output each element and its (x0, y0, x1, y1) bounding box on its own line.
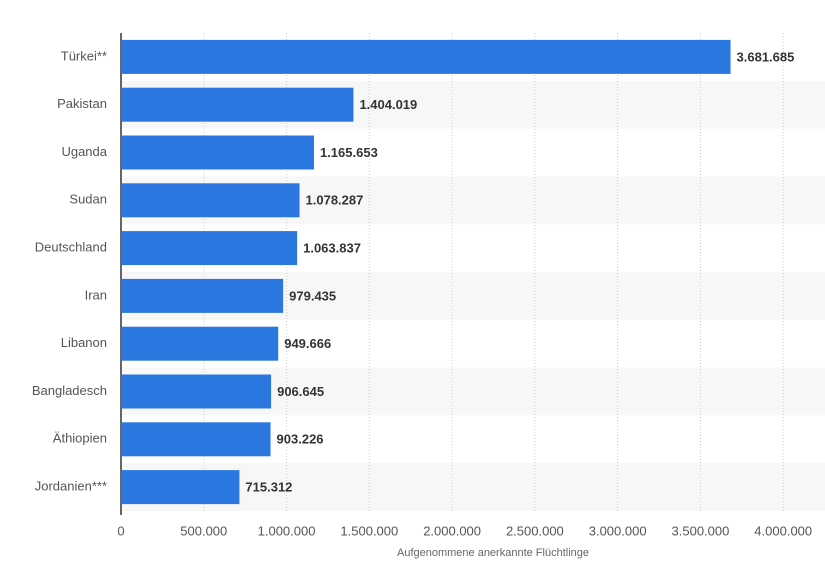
y-tick-label: Türkei** (61, 48, 107, 63)
value-label: 1.063.837 (303, 241, 361, 256)
x-tick-label: 500.000 (180, 523, 227, 538)
bar (121, 135, 314, 170)
y-tick-label: Pakistan (57, 96, 107, 111)
y-tick-label: Bangladesch (32, 383, 107, 398)
bar (121, 183, 300, 218)
bar (121, 231, 298, 266)
x-tick-label: 1.000.000 (258, 523, 316, 538)
x-tick-label: 3.000.000 (589, 523, 647, 538)
x-tick-label: 2.500.000 (506, 523, 564, 538)
x-tick-label: 4.000.000 (754, 523, 812, 538)
value-label: 903.226 (277, 432, 324, 447)
value-label: 1.404.019 (359, 97, 417, 112)
y-tick-label: Iran (85, 287, 107, 302)
value-label: 1.165.653 (320, 145, 378, 160)
y-tick-label: Äthiopien (53, 431, 107, 446)
bar (121, 326, 279, 361)
value-label: 949.666 (284, 336, 331, 351)
bar (121, 39, 731, 74)
value-label: 3.681.685 (737, 49, 795, 64)
bar (121, 470, 240, 505)
bar (121, 422, 271, 457)
x-axis-label: Aufgenommene anerkannte Flüchtlinge (397, 547, 589, 559)
value-label: 715.312 (245, 480, 292, 495)
bar (121, 374, 272, 409)
y-tick-label: Uganda (61, 144, 107, 159)
y-tick-label: Libanon (61, 335, 107, 350)
x-tick-label: 3.500.000 (672, 523, 730, 538)
x-tick-label: 0 (117, 523, 124, 538)
x-tick-label: 1.500.000 (340, 523, 398, 538)
value-label: 906.645 (277, 384, 324, 399)
x-tick-label: 2.000.000 (423, 523, 481, 538)
y-tick-label: Jordanien*** (35, 479, 107, 494)
y-tick-label: Deutschland (35, 240, 107, 255)
bar (121, 278, 284, 313)
value-label: 1.078.287 (306, 193, 364, 208)
y-tick-label: Sudan (69, 192, 107, 207)
value-label: 979.435 (289, 288, 336, 303)
bar (121, 87, 354, 122)
